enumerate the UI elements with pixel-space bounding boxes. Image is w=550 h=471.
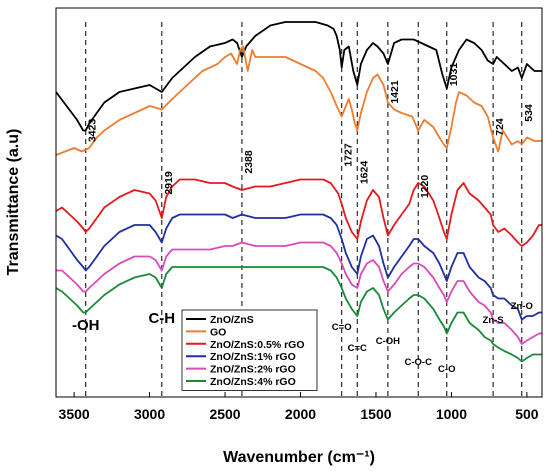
peak-label: 1031 xyxy=(448,63,460,87)
group-label: C=O xyxy=(332,322,352,333)
peak-label: 1624 xyxy=(358,161,370,185)
series-line-0 xyxy=(55,21,542,132)
peak-label: 534 xyxy=(523,104,535,122)
legend-label: ZnO/ZnS:2% rGO xyxy=(210,364,296,376)
x-tick-label: 3500 xyxy=(59,406,90,422)
group-label: C-H xyxy=(148,310,175,327)
group-label: Zn-S xyxy=(483,315,504,326)
peak-label: 2919 xyxy=(163,171,175,195)
x-tick-label: 3000 xyxy=(134,406,165,422)
peak-label: 1727 xyxy=(343,143,355,167)
plot-frame xyxy=(55,7,543,398)
y-axis-title: Transmittance (a.u) xyxy=(5,129,22,276)
x-axis-title: Wavenumber (cm⁻¹) xyxy=(223,449,375,466)
series-line-4 xyxy=(56,241,542,345)
peak-label: 2388 xyxy=(243,150,255,174)
series-line-1 xyxy=(55,45,542,156)
series-layer xyxy=(55,21,542,363)
group-label: -OH xyxy=(72,317,100,334)
legend-label: GO xyxy=(210,326,226,338)
legend-label: ZnO/ZnS:0.5% rGO xyxy=(210,339,305,351)
x-axis: 3500 3000 2500 2000 1500 1000 500 xyxy=(59,392,539,422)
peak-label: 1421 xyxy=(389,80,401,104)
peak-label: 3423 xyxy=(87,119,99,143)
legend-label: ZnO/ZnS xyxy=(210,314,254,326)
series-line-3 xyxy=(55,213,542,321)
legend-label: ZnO/ZnS:1% rGO xyxy=(210,351,296,363)
group-label: C-OH xyxy=(376,336,400,347)
group-label: C=C xyxy=(348,343,367,354)
x-tick-label: 500 xyxy=(515,406,539,422)
x-tick-label: 2000 xyxy=(285,406,316,422)
x-tick-label: 1500 xyxy=(360,406,391,422)
peak-label: 1220 xyxy=(419,175,431,199)
legend-label: ZnO/ZnS:4% rGO xyxy=(210,376,296,388)
x-tick-label: 1000 xyxy=(436,406,467,422)
series-line-2 xyxy=(55,178,542,247)
group-label: C-O xyxy=(438,364,455,375)
group-label: Zn-O xyxy=(511,301,533,312)
x-tick-label: 2500 xyxy=(209,406,240,422)
peak-label: 724 xyxy=(494,118,506,136)
series-line-5 xyxy=(55,266,542,363)
group-label: C-O-C xyxy=(405,357,433,368)
legend-box xyxy=(181,309,318,391)
